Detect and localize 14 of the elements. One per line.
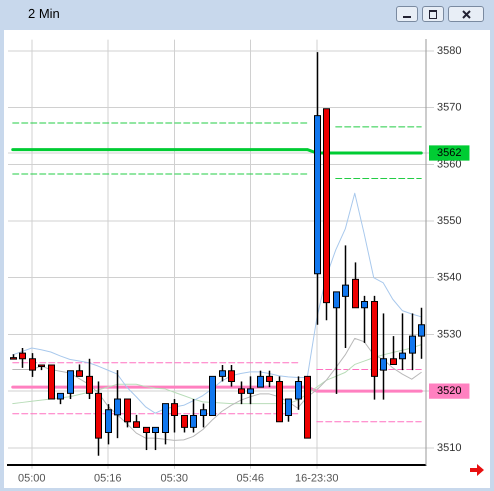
x-tick-label: 05:46 — [236, 472, 264, 484]
x-tick-label: 05:16 — [94, 472, 122, 484]
chart-title: 2 Min — [28, 6, 60, 21]
x-tick-label: 05:00 — [18, 472, 46, 484]
x-tick-label: 05:30 — [160, 472, 188, 484]
y-tick-label: 3520 — [437, 385, 462, 398]
y-tick-label: 3540 — [437, 272, 462, 284]
y-tick-label: 3570 — [437, 102, 462, 114]
y-tick-label: 3580 — [437, 44, 462, 57]
y-tick-label: 3530 — [437, 328, 462, 340]
y-tick-label: 3550 — [437, 215, 462, 228]
y-tick-label: 3510 — [437, 442, 462, 454]
x-tick-label: 16-23:30 — [295, 472, 338, 484]
y-tick-label: 3562 — [437, 147, 462, 160]
